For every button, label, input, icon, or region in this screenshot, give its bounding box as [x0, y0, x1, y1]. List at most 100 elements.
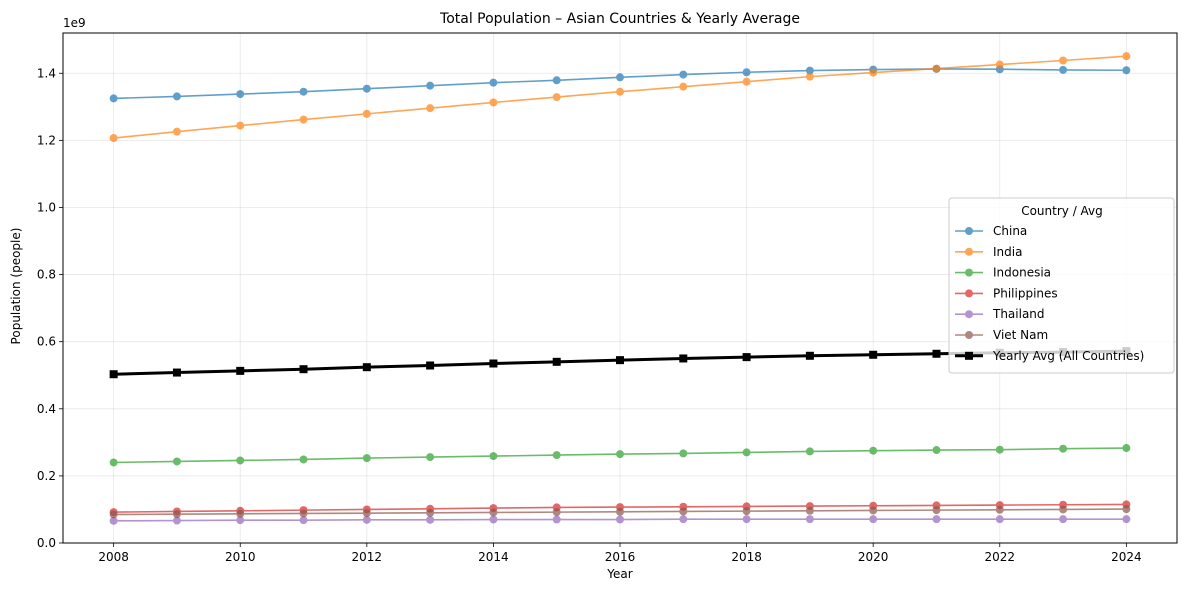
y-tick-label: 0.0: [37, 536, 56, 550]
data-point: [932, 506, 941, 515]
series-china: [109, 64, 1131, 103]
data-point: [1122, 515, 1131, 524]
data-point: [805, 447, 814, 456]
legend-marker: [965, 268, 973, 277]
data-point: [995, 505, 1004, 514]
legend-item: [955, 247, 983, 256]
data-point: [172, 457, 181, 466]
data-point: [616, 515, 624, 524]
legend-item: [955, 351, 983, 360]
y-tick-label: 1.4: [37, 66, 56, 80]
y-axis-exponent: 1e9: [63, 16, 86, 30]
data-point: [489, 359, 498, 368]
data-point: [362, 109, 371, 118]
data-point: [616, 507, 624, 516]
x-tick-label: 2012: [352, 550, 383, 564]
x-tick-label: 2010: [225, 550, 256, 564]
data-point: [109, 516, 118, 525]
data-point: [109, 134, 118, 143]
data-point: [1122, 52, 1131, 61]
x-tick-label: 2018: [731, 550, 762, 564]
data-point: [805, 515, 814, 524]
data-point: [679, 449, 688, 458]
data-point: [172, 510, 181, 519]
x-tick-label: 2014: [478, 550, 509, 564]
y-tick-label: 1.2: [37, 133, 56, 147]
data-point: [172, 516, 181, 525]
data-point: [1122, 66, 1131, 75]
data-point: [299, 509, 308, 518]
data-point: [109, 94, 118, 103]
data-point: [299, 516, 308, 525]
data-point: [552, 93, 561, 102]
data-point: [426, 361, 435, 370]
data-point: [172, 92, 181, 101]
data-point: [489, 78, 498, 87]
data-point: [679, 354, 688, 363]
legend-marker: [965, 247, 973, 256]
data-point: [805, 506, 814, 515]
data-point: [869, 68, 878, 77]
data-point: [742, 68, 751, 77]
y-tick-label: 0.8: [37, 268, 56, 282]
data-point: [679, 515, 688, 524]
series-india: [109, 52, 1131, 143]
legend-item: [955, 310, 983, 319]
data-point: [869, 446, 878, 455]
data-point: [869, 506, 878, 515]
data-point: [1059, 505, 1068, 514]
data-point: [995, 445, 1004, 454]
legend-item: [955, 289, 983, 298]
data-point: [109, 370, 118, 379]
data-point: [109, 510, 118, 519]
series-thailand: [109, 515, 1131, 525]
legend-label: Philippines: [993, 286, 1058, 300]
x-tick-label: 2022: [984, 550, 1015, 564]
y-tick-label: 0.4: [37, 402, 56, 416]
data-point: [172, 368, 181, 377]
legend-title: Country / Avg: [1021, 204, 1103, 218]
data-point: [932, 64, 941, 73]
x-axis-label: Year: [606, 567, 632, 581]
legend-marker: [965, 289, 973, 298]
legend-box: [948, 197, 1175, 374]
x-tick-label: 2020: [858, 550, 889, 564]
data-point: [426, 104, 435, 113]
data-point: [869, 515, 878, 524]
series-viet-nam: [109, 505, 1131, 519]
data-point: [552, 357, 561, 366]
x-tick-label: 2024: [1111, 550, 1142, 564]
data-point: [805, 66, 814, 75]
data-point: [932, 515, 941, 524]
data-point: [426, 508, 435, 517]
legend-marker: [965, 351, 973, 360]
x-tick-label: 2016: [605, 550, 636, 564]
data-point: [426, 515, 435, 524]
data-point: [995, 60, 1004, 69]
legend-label: Viet Nam: [993, 328, 1048, 342]
data-point: [805, 72, 814, 81]
data-point: [489, 98, 498, 107]
data-point: [869, 350, 878, 359]
data-point: [616, 73, 624, 82]
legend-marker: [965, 331, 973, 339]
data-point: [362, 515, 371, 524]
data-point: [616, 87, 624, 96]
data-point: [742, 448, 751, 457]
legend-item: [955, 268, 983, 277]
data-point: [932, 349, 941, 358]
data-point: [1122, 444, 1131, 453]
data-point: [1059, 56, 1068, 65]
data-point: [552, 515, 561, 524]
data-point: [616, 450, 624, 459]
data-point: [299, 455, 308, 464]
data-point: [552, 451, 561, 460]
data-point: [362, 509, 371, 518]
legend: Country / Avg China India Indonesia Philipp…: [948, 197, 1175, 374]
data-point: [172, 127, 181, 136]
data-point: [236, 90, 245, 99]
series-indonesia: [109, 444, 1131, 467]
legend-item: [955, 227, 983, 235]
